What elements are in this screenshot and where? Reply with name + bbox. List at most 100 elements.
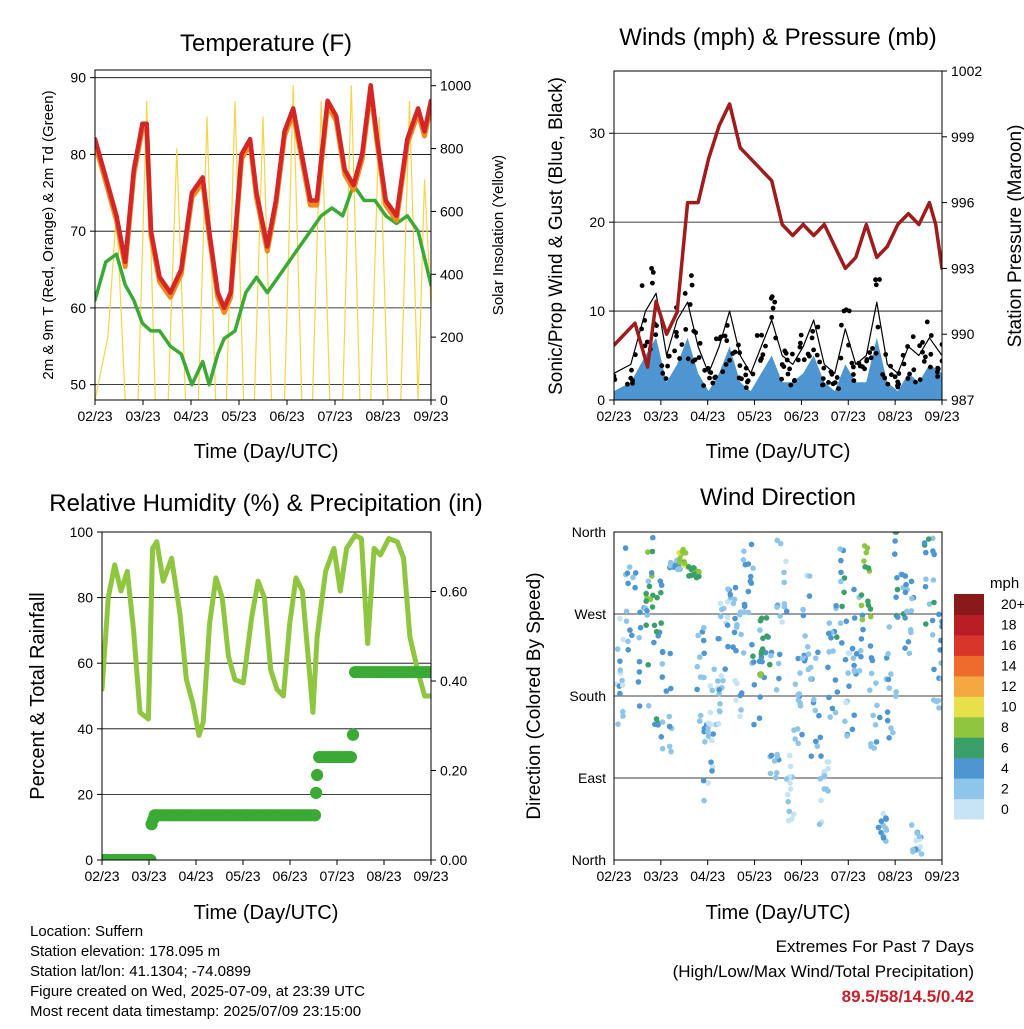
winds-x-tick-label: 09/23 xyxy=(924,408,959,424)
wind-direction-point xyxy=(800,606,806,613)
winds-frame xyxy=(613,70,943,401)
precip-point xyxy=(144,854,157,860)
wind-direction-point xyxy=(700,777,707,784)
humidity-y2-y-tick-label: 0.20 xyxy=(440,763,467,779)
wind-direction-point xyxy=(645,549,651,555)
wind-direction-point xyxy=(745,561,752,567)
gust-point xyxy=(798,340,803,346)
wind-direction-point xyxy=(893,693,899,699)
wind-direction-point xyxy=(917,844,923,850)
wind-direction-point xyxy=(666,723,673,730)
wind-direction-point xyxy=(768,752,775,759)
humidity-x-tick-label: 08/23 xyxy=(366,868,401,884)
gust-point xyxy=(924,319,930,325)
gust-point xyxy=(722,333,728,339)
station-elevation: Station elevation: 178.095 m xyxy=(30,943,221,960)
wind-direction-point xyxy=(886,735,892,741)
wind-direction-point xyxy=(751,721,757,728)
gust-point xyxy=(851,372,856,377)
wind-direction-xlabel: Time (Day/UTC) xyxy=(706,902,851,924)
wind-direction-point xyxy=(776,651,783,658)
gust-point xyxy=(790,351,795,357)
gust-line xyxy=(614,292,942,374)
colorbar-swatch xyxy=(954,634,984,656)
wind-direction-point xyxy=(697,712,704,719)
humidity-y-tick-label: 60 xyxy=(77,655,93,671)
wind-direction-point xyxy=(781,569,787,576)
humidity-y-tick-label: 100 xyxy=(70,524,94,540)
wind-direction-point xyxy=(867,687,873,693)
winds-y2-y-tick-label: 993 xyxy=(951,260,975,276)
wind-direction-point xyxy=(939,623,942,630)
wind-direction-point xyxy=(812,707,819,714)
gust-point xyxy=(917,377,923,383)
wind-direction-point xyxy=(906,650,913,657)
gust-point xyxy=(911,367,917,373)
wind-direction-point xyxy=(853,651,860,657)
wind-direction-point xyxy=(886,685,892,691)
humidity-x-tick-label: 04/23 xyxy=(178,868,213,884)
gust-point xyxy=(834,375,840,380)
wind-direction-point xyxy=(829,705,836,712)
wind-direction-point xyxy=(885,651,891,657)
temperature-x-tick-label: 07/23 xyxy=(317,408,352,424)
gust-point xyxy=(873,350,879,356)
temperature-y2-y-tick-label: 1000 xyxy=(440,78,471,94)
wind-direction-point xyxy=(925,536,932,542)
colorbar-label: 8 xyxy=(1001,719,1009,735)
wind-direction-point xyxy=(674,566,681,573)
gust-point xyxy=(811,347,816,353)
wind-direction-point xyxy=(807,664,814,671)
gust-point xyxy=(696,355,702,360)
wind-direction-point xyxy=(646,583,653,590)
wind-direction-point xyxy=(838,578,844,585)
temperature-y2-y-tick-label: 200 xyxy=(440,329,464,345)
wind-direction-point xyxy=(893,594,899,600)
wind-direction-point xyxy=(716,691,722,697)
wind-direction-x-tick-label: 08/23 xyxy=(878,868,913,884)
wind-direction-point xyxy=(828,635,834,641)
wind-direction-point xyxy=(884,717,891,724)
colorbar-swatch xyxy=(954,716,984,738)
wind-direction-point xyxy=(821,773,828,779)
wind-direction-point xyxy=(794,726,801,732)
wind-direction-point xyxy=(707,709,714,716)
wind-direction-point xyxy=(630,574,636,581)
wind-direction-point xyxy=(815,649,821,656)
wind-direction-point xyxy=(625,638,631,645)
wind-direction-point xyxy=(747,578,754,584)
wind-direction-point xyxy=(870,712,876,719)
wind-direction-point xyxy=(842,656,849,663)
wind-direction-point xyxy=(757,627,763,633)
gust-point xyxy=(629,367,634,373)
wind-direction-x-tick-label: 09/23 xyxy=(924,868,959,884)
gust-point xyxy=(644,339,650,345)
temperature-x-tick-label: 05/23 xyxy=(221,408,256,424)
wind-direction-point xyxy=(686,573,692,579)
gust-point xyxy=(707,375,712,381)
humidity-axes: 02/23 03/23 04/23 05/23 06/23 07/23 08/23 09/23… xyxy=(70,524,468,884)
wind-direction-x-tick-label: 06/23 xyxy=(784,868,819,884)
wind-direction-point xyxy=(636,634,642,641)
wind-direction-point xyxy=(619,677,625,684)
wind-direction-point xyxy=(658,620,664,626)
humidity-x-tick-label: 02/23 xyxy=(84,868,119,884)
wind-direction-point xyxy=(799,655,806,661)
wind-direction-point xyxy=(821,768,828,775)
gust-point xyxy=(642,343,648,349)
wind-direction-point xyxy=(888,725,894,731)
gust-point xyxy=(792,378,797,383)
gust-point xyxy=(875,324,881,330)
temperature-y-tick-label: 60 xyxy=(70,300,86,316)
wind-direction-point xyxy=(659,661,666,667)
wind-direction-point xyxy=(847,650,853,656)
winds-title: Winds (mph) & Pressure (mb) xyxy=(619,24,936,51)
wind-direction-point xyxy=(880,810,886,817)
wind-direction-point xyxy=(816,821,823,828)
humidity-x-tick-label: 05/23 xyxy=(225,868,260,884)
precip-point xyxy=(344,751,357,764)
wind-direction-point xyxy=(851,662,857,669)
winds-x-tick-label: 07/23 xyxy=(831,408,866,424)
wind-direction-point xyxy=(773,687,780,693)
wind-direction-point xyxy=(781,579,787,586)
